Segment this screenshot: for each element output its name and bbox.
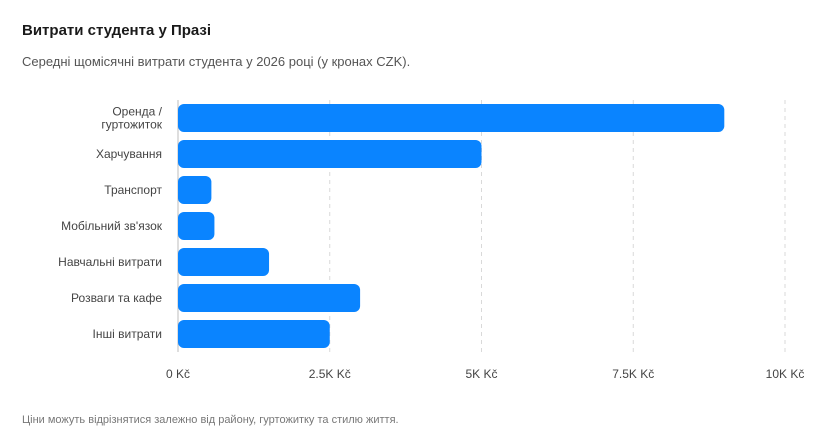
- category-label: Мобільний зв'язок: [61, 219, 163, 233]
- category-label-line: Харчування: [96, 147, 162, 161]
- category-label-line: Мобільний зв'язок: [61, 219, 163, 233]
- bars: [178, 104, 725, 348]
- category-label-line: Інші витрати: [93, 327, 162, 341]
- bar[interactable]: [178, 284, 361, 312]
- category-label: Харчування: [96, 147, 162, 161]
- chart-subtitle: Середні щомісячні витрати студента у 202…: [22, 54, 411, 69]
- category-labels: Оренда / гуртожиток Харчування Транспорт Моб…: [58, 105, 163, 342]
- category-label-line: Транспорт: [104, 183, 162, 197]
- bar[interactable]: [178, 248, 270, 276]
- x-tick-label: 2.5K Kč: [309, 367, 351, 381]
- grid-lines: [177, 100, 786, 352]
- bar[interactable]: [178, 176, 212, 204]
- category-label-line: Оренда /: [112, 105, 162, 119]
- x-tick-label: 0 Kč: [166, 367, 190, 381]
- category-label: Інші витрати: [93, 327, 162, 341]
- bar[interactable]: [178, 320, 330, 348]
- bar[interactable]: [178, 104, 725, 132]
- chart-title: Витрати студента у Празі: [22, 22, 212, 39]
- category-label: Оренда / гуртожиток: [101, 105, 162, 132]
- category-label: Навчальні витрати: [58, 255, 162, 269]
- x-tick-label: 5K Kč: [465, 367, 497, 381]
- category-label-line: Навчальні витрати: [58, 255, 162, 269]
- category-label: Транспорт: [104, 183, 162, 197]
- x-tick-label: 7.5K Kč: [612, 367, 654, 381]
- category-label: Розваги та кафе: [71, 291, 162, 305]
- bar[interactable]: [178, 212, 215, 240]
- category-label-line: Розваги та кафе: [71, 291, 162, 305]
- footnote: Ціни можуть відрізнятися залежно від рай…: [22, 414, 399, 426]
- x-tick-labels: 0 Kč 2.5K Kč 5K Kč 7.5K Kč 10K Kč: [166, 367, 804, 381]
- category-label-line: гуртожиток: [101, 118, 162, 132]
- bar[interactable]: [178, 140, 482, 168]
- x-tick-label: 10K Kč: [766, 367, 805, 381]
